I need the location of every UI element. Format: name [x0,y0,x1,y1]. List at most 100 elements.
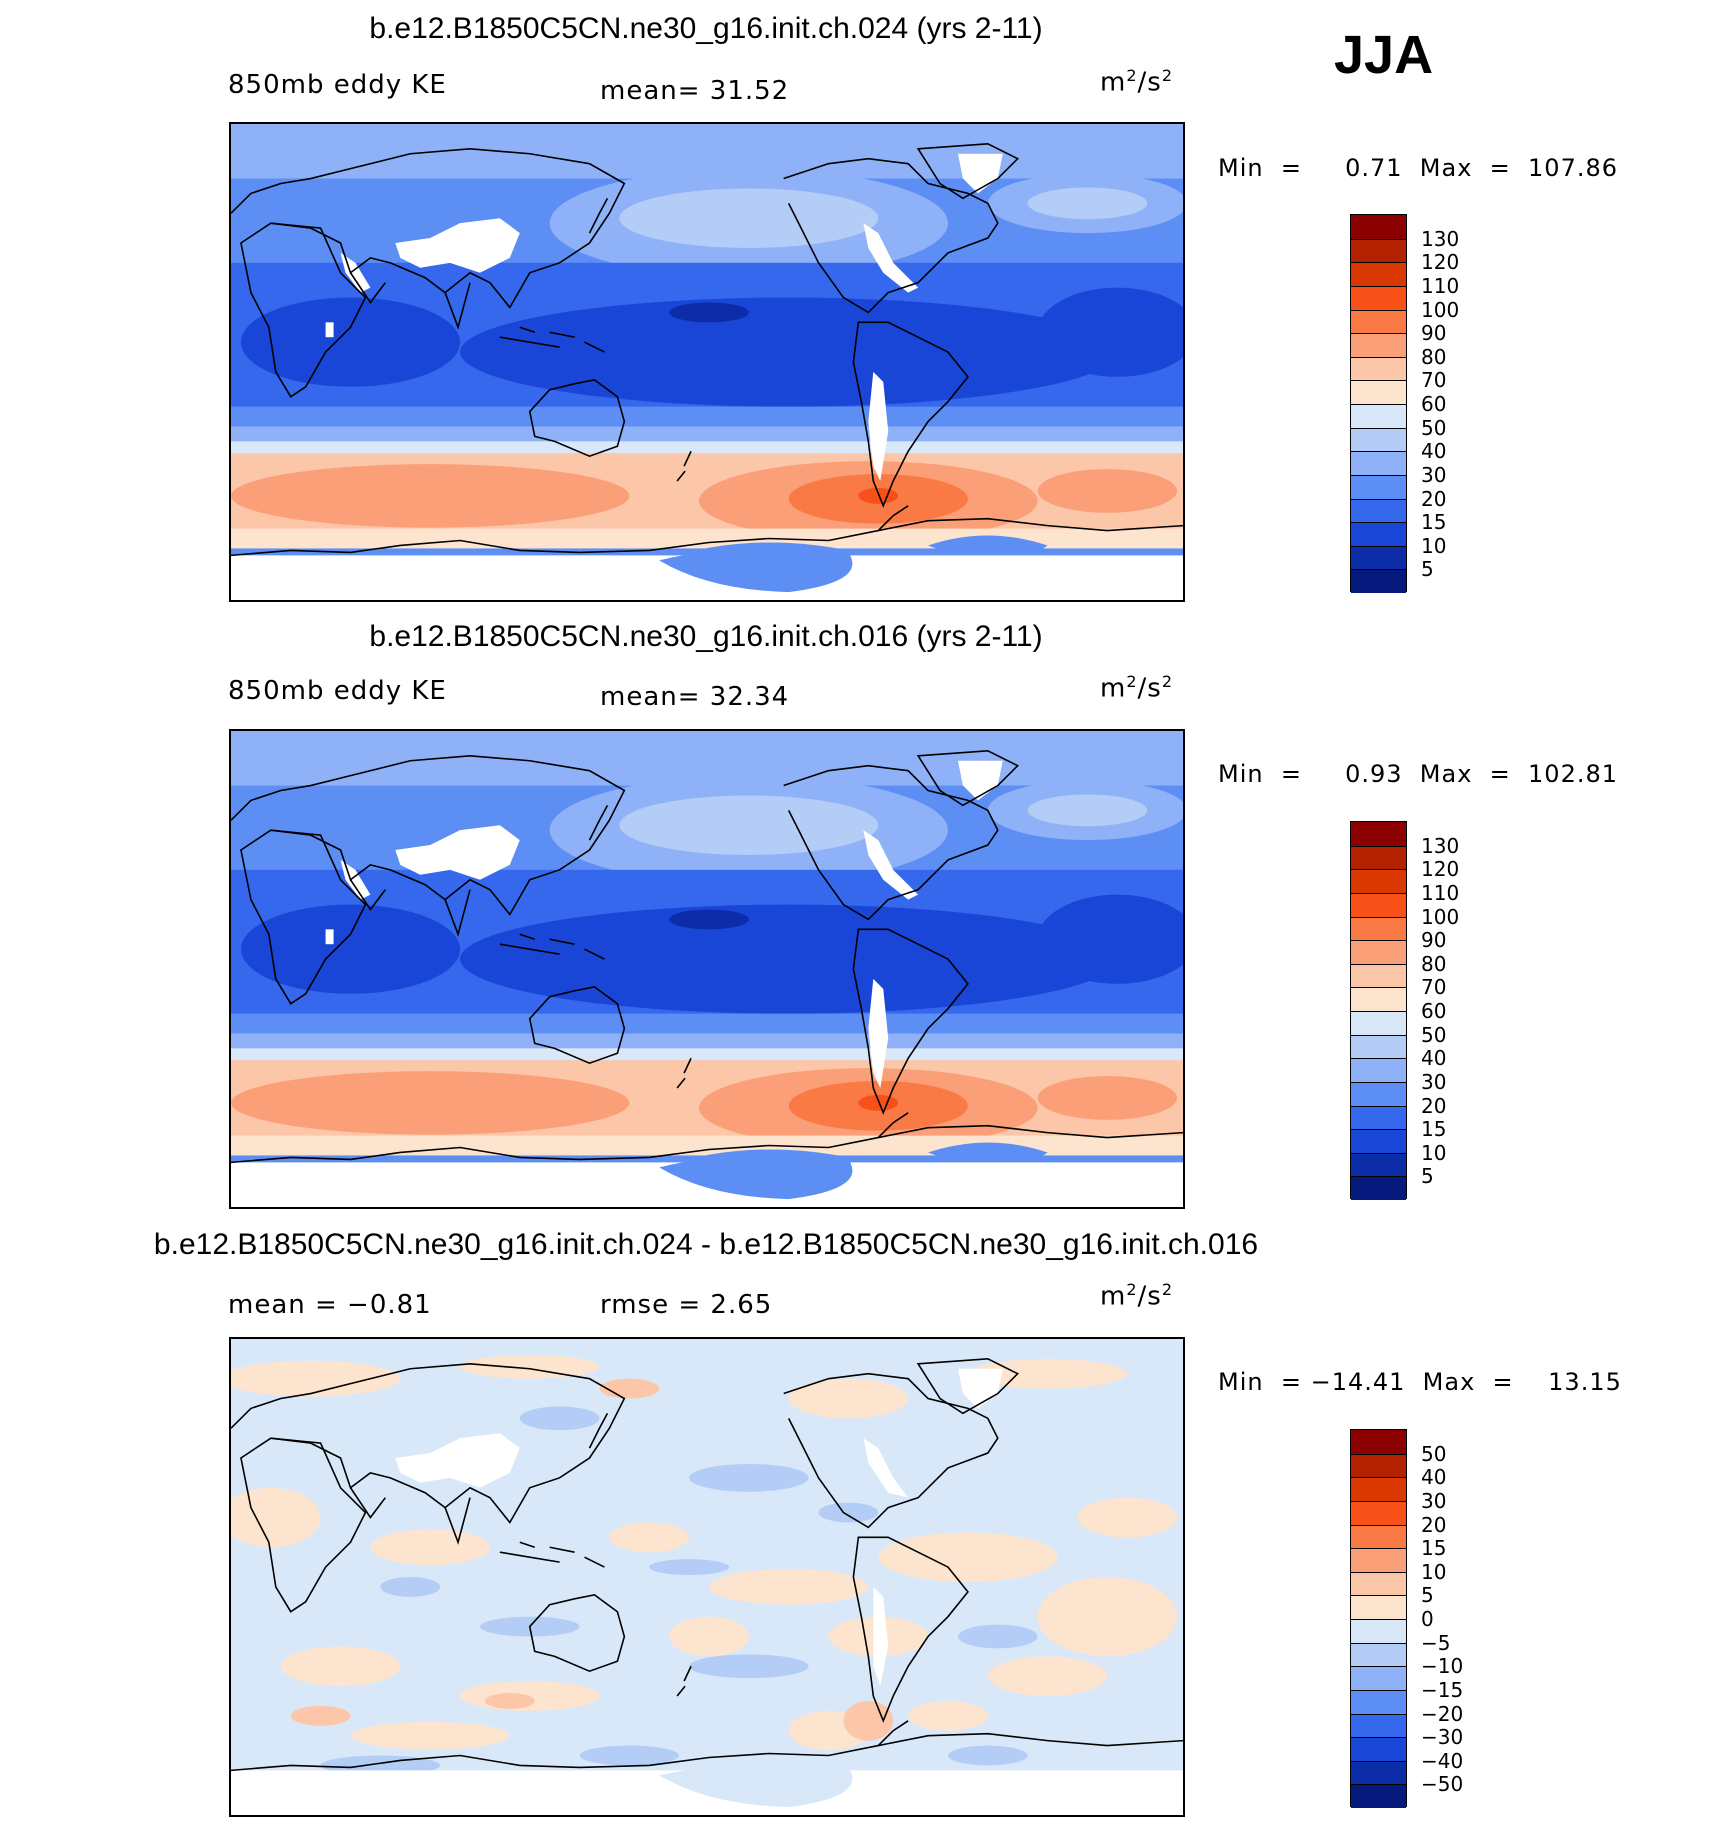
colorbar-box [1351,1548,1406,1572]
field-map [231,1339,1183,1815]
colorbar-box [1351,474,1406,499]
coastlines [231,750,1183,1164]
colorbar-tick-label: −5 [1421,1630,1451,1655]
colorbar-box [1351,1760,1406,1785]
colorbar-box [1351,451,1406,475]
colorbar-box [1351,1524,1406,1549]
colorbar-box [1351,1666,1406,1690]
colorbar-tick-label: −15 [1421,1677,1464,1702]
panel-center-label: mean= 31.52 [600,76,790,106]
colorbar-tick-label: 110 [1421,880,1460,905]
min-max-label: Min = 0.71 Max = 107.86 [1218,154,1619,182]
colorbar-tick-label: 40 [1421,1046,1447,1071]
colorbar: 130 120 110 100 90 80 70 60 50 40 30 20 15 10 5 [1350,214,1459,593]
colorbar-tick-label: 30 [1421,1488,1447,1513]
colorbar-box [1351,963,1406,988]
colorbar-tick-label: 40 [1421,1465,1447,1490]
colorbar-box [1351,845,1406,870]
min-max-label: Min = −14.41 Max = 13.15 [1218,1368,1622,1396]
colorbar-box [1351,1453,1406,1478]
colorbar-tick-label: 30 [1421,1069,1447,1094]
colorbar-tick-label: 5 [1421,557,1434,582]
panel-center-label: mean= 32.34 [600,682,790,712]
field-map [231,124,1183,600]
map-panel [229,1337,1185,1817]
colorbar-box [1351,427,1406,452]
colorbar-tick-label: 20 [1421,486,1447,511]
colorbar-box [1351,333,1406,357]
colorbar-box [1351,498,1406,523]
panel-title: b.e12.B1850C5CN.ne30_g16.init.ch.016 (yr… [369,620,1043,653]
colorbar-tick-label: 120 [1421,857,1460,882]
colorbar-tick-label: 50 [1421,1441,1447,1466]
colorbar-tick-label: 130 [1421,833,1460,858]
colorbar-tick-label: −40 [1421,1748,1464,1773]
colorbar-box [1351,1058,1406,1082]
panel-left-label: mean = −0.81 [228,1290,432,1320]
colorbar-tick-label: 0 [1421,1607,1434,1631]
colorbar-box [1351,940,1406,964]
map-panel [229,122,1185,602]
colorbar-tick-label: −20 [1421,1701,1464,1726]
colorbar-box [1351,569,1406,593]
colorbar-box [1351,1689,1406,1714]
min-max-label: Min = 0.93 Max = 102.81 [1218,760,1619,788]
units-label: m2/s2 [1100,1280,1174,1312]
colorbar-box [1351,215,1406,239]
colorbar-box [1351,1784,1406,1808]
colorbar-tick-label: 15 [1421,1536,1447,1561]
colorbar-tick-label: 80 [1421,344,1447,369]
colorbar-box [1351,1619,1406,1643]
colorbar-box [1351,1430,1406,1454]
colorbar-tick-label: 70 [1421,975,1447,1000]
colorbar-box [1351,869,1406,893]
colorbar-tick-label: 20 [1421,1512,1447,1537]
colorbar-tick-label: 10 [1421,1559,1447,1584]
colorbar-box [1351,1595,1406,1619]
colorbar: 130 120 110 100 90 80 70 60 50 40 30 20 15 10 5 [1350,821,1459,1200]
coastlines [231,1358,1183,1772]
colorbar-tick-label: 10 [1421,1140,1447,1165]
colorbar-box [1351,309,1406,334]
coastlines [231,143,1183,557]
colorbar-box [1351,1500,1406,1525]
colorbar-box [1351,545,1406,570]
colorbar-box [1351,987,1406,1011]
colorbar-box [1351,916,1406,941]
panel-left-label: 850mb eddy KE [228,676,447,706]
colorbar-box [1351,1176,1406,1200]
colorbar-tick-label: 15 [1421,510,1447,535]
field-map [231,731,1183,1207]
colorbar-tick-label: 50 [1421,415,1447,440]
season-label: JJA [1334,25,1434,85]
colorbar-box [1351,1571,1406,1596]
colorbar-box [1351,1477,1406,1501]
colorbar-tick-label: 90 [1421,321,1447,346]
colorbar-tick-label: 100 [1421,904,1460,929]
colorbar-box [1351,892,1406,917]
colorbar-box [1351,1737,1406,1761]
colorbar-box [1351,1713,1406,1738]
colorbar-box [1351,1129,1406,1153]
colorbar: 50 40 30 20 15 10 5 0 −5 −10 −15 −20 −30 −40 −50 [1350,1429,1463,1808]
panel-left-label: 850mb eddy KE [228,70,447,100]
colorbar-tick-label: 50 [1421,1022,1447,1047]
colorbar-tick-label: 10 [1421,533,1447,558]
colorbar-box [1351,822,1406,846]
colorbar-tick-label: 60 [1421,999,1447,1023]
colorbar-tick-label: 70 [1421,368,1447,393]
colorbar-tick-label: 15 [1421,1117,1447,1142]
panel-title: b.e12.B1850C5CN.ne30_g16.init.ch.024 - b… [153,1228,1259,1261]
colorbar-tick-label: −10 [1421,1654,1464,1679]
colorbar-tick-label: −50 [1421,1772,1464,1797]
colorbar-box [1351,404,1406,428]
units-label: m2/s2 [1100,672,1174,704]
colorbar-tick-label: 60 [1421,392,1447,416]
colorbar-tick-label: 40 [1421,439,1447,464]
units-label: m2/s2 [1100,66,1174,98]
panel-center-label: rmse = 2.65 [600,1290,773,1320]
colorbar-tick-label: 80 [1421,951,1447,976]
colorbar-box [1351,356,1406,381]
colorbar-box [1351,1034,1406,1059]
colorbar-box [1351,1081,1406,1106]
